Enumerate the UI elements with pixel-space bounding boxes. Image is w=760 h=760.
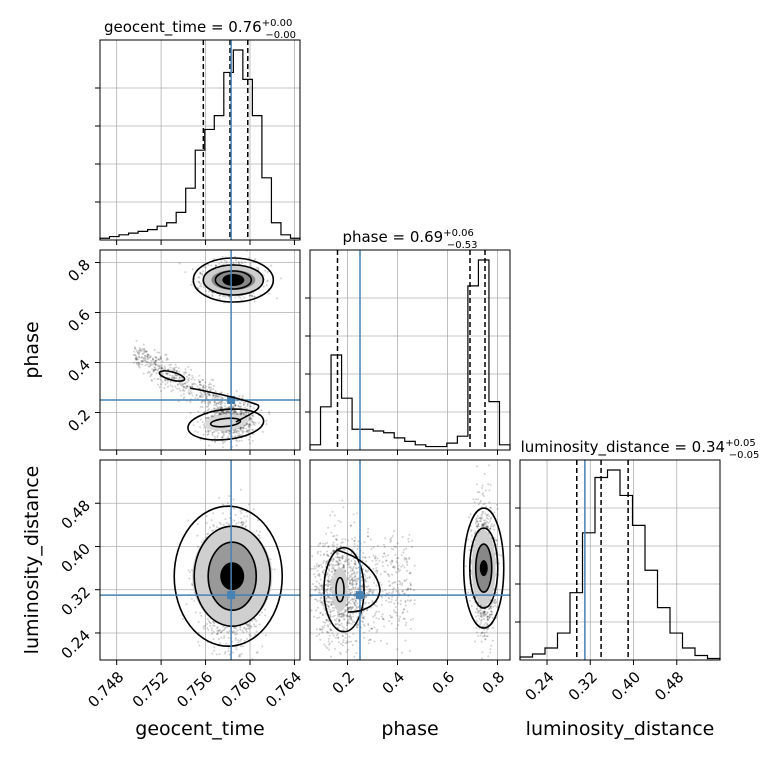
x-tick-label: 0.24 bbox=[521, 668, 557, 704]
x-tick-label: 0.4 bbox=[379, 668, 409, 698]
y-tick-label: 0.6 bbox=[64, 306, 94, 336]
density bbox=[173, 505, 284, 648]
panel-title: geocent_time = 0.76+0.00 −0.00 bbox=[104, 18, 296, 41]
density-fill bbox=[479, 560, 488, 577]
contour bbox=[335, 576, 345, 603]
contour bbox=[468, 527, 499, 609]
y-tick-label: 0.32 bbox=[58, 583, 94, 619]
x-axis-label: geocent_time bbox=[135, 718, 264, 740]
y-tick-label: 0.8 bbox=[64, 256, 94, 286]
y-tick-label: 0.24 bbox=[58, 626, 94, 662]
y-tick-label: 0.40 bbox=[58, 540, 94, 576]
panel-title: phase = 0.69+0.06 −0.53 bbox=[342, 228, 477, 251]
contour bbox=[207, 541, 258, 612]
contour bbox=[214, 270, 253, 290]
density-fill bbox=[222, 274, 245, 286]
histogram-luminosity-distance bbox=[519, 469, 721, 660]
x-tick-label: 0.32 bbox=[565, 668, 601, 704]
y-tick-label: 0.2 bbox=[64, 406, 94, 436]
contour bbox=[202, 264, 265, 296]
gridlines bbox=[520, 460, 720, 660]
panel-frame bbox=[309, 459, 511, 661]
density bbox=[187, 257, 275, 441]
panel-frame bbox=[99, 249, 301, 451]
contour bbox=[193, 525, 272, 628]
y-tick-label: 0.4 bbox=[64, 356, 94, 386]
contour bbox=[173, 505, 284, 648]
contour bbox=[462, 507, 505, 629]
gridlines bbox=[100, 460, 300, 660]
x-tick-label: 0.2 bbox=[329, 668, 359, 698]
panel-frame bbox=[309, 249, 511, 451]
contour bbox=[474, 543, 493, 593]
scatter-points bbox=[310, 464, 503, 660]
x-axis-label: phase bbox=[381, 718, 438, 740]
x-tick-label: 0.8 bbox=[479, 668, 509, 698]
x-tick-label: 0.748 bbox=[84, 668, 127, 711]
contour bbox=[189, 387, 260, 423]
x-tick-label: 0.752 bbox=[129, 668, 172, 711]
x-tick-label: 0.40 bbox=[608, 668, 644, 704]
x-tick-label: 0.764 bbox=[262, 668, 305, 711]
density-fill bbox=[220, 562, 245, 591]
gridlines bbox=[310, 250, 510, 450]
panel-frame bbox=[99, 459, 301, 661]
y-axis-label: phase bbox=[21, 321, 43, 378]
density bbox=[323, 507, 505, 633]
contour bbox=[323, 546, 365, 633]
gridlines bbox=[100, 40, 300, 240]
y-tick-label: 0.48 bbox=[58, 497, 94, 533]
panel-frame bbox=[519, 459, 721, 661]
panel-frame bbox=[99, 39, 301, 241]
panel-title: luminosity_distance = 0.34+0.05 −0.05 bbox=[521, 438, 760, 461]
x-tick-label: 0.48 bbox=[651, 668, 687, 704]
x-tick-label: 0.756 bbox=[173, 668, 216, 711]
x-tick-label: 0.6 bbox=[429, 668, 459, 698]
contour bbox=[209, 417, 242, 428]
density-fill bbox=[332, 567, 348, 612]
contour bbox=[335, 549, 381, 613]
y-axis-label: luminosity_distance bbox=[21, 466, 43, 655]
contour bbox=[192, 257, 275, 303]
truth-marker bbox=[227, 591, 236, 600]
x-tick-label: 0.760 bbox=[218, 668, 261, 711]
histogram-geocent-time bbox=[99, 49, 301, 240]
truth-marker bbox=[356, 591, 364, 600]
histogram-phase bbox=[309, 259, 511, 450]
contour bbox=[158, 370, 186, 382]
x-axis-label: luminosity_distance bbox=[526, 718, 715, 740]
contour bbox=[187, 408, 265, 441]
truth-marker bbox=[227, 396, 236, 404]
